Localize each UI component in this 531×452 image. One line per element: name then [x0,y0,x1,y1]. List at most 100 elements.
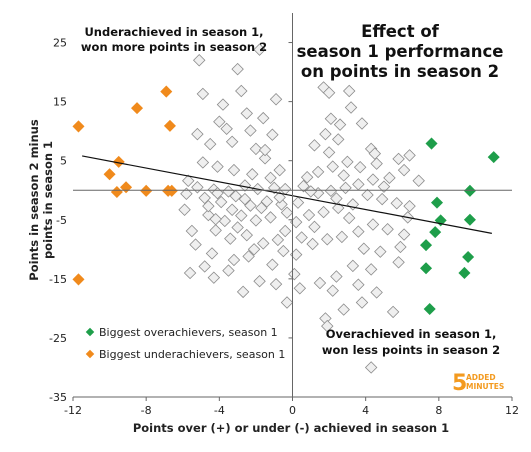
data-point [302,208,316,222]
data-point [185,224,199,238]
data-point [412,174,425,188]
data-point [229,189,243,203]
data-point [213,115,226,128]
data-point-underachiever [140,184,153,197]
legend-label-underachievers: Biggest underachievers, season 1 [99,348,285,361]
data-point [355,117,369,130]
data-point-underachiever [103,168,116,181]
data-point [289,215,303,229]
data-point [295,231,308,244]
data-point [370,157,383,170]
data-point [198,191,211,205]
data-point [211,160,224,173]
y-tick-label: -35 [49,391,67,404]
data-point [222,264,235,277]
data-point [244,124,257,137]
data-point [255,201,268,215]
data-point [333,118,347,131]
data-point [258,143,272,157]
data-point [342,84,356,98]
chart-title: Effect of season 1 performance on points… [297,22,504,81]
data-point [264,211,277,224]
data-point [330,270,343,283]
data-point [308,139,321,152]
data-point [317,205,330,219]
data-point [306,237,319,251]
x-tick-label: -12 [64,404,82,417]
data-point [225,135,239,149]
data-point [205,247,219,260]
x-tick-label: -8 [141,404,152,417]
data-point [231,221,244,234]
data-point [273,163,286,177]
x-tick-label: 0 [289,404,296,417]
data-point-overachiever [423,302,436,315]
data-point [273,191,286,204]
data-point [191,181,204,194]
data-point [322,86,336,99]
data-point [342,211,356,225]
data-point [377,180,391,193]
data-point [366,218,380,231]
logo: 5 ADDED MINUTES [452,371,504,396]
y-tick-label: 25 [53,37,67,50]
data-point-underachiever [165,184,178,197]
y-tick-label: -15 [49,273,67,286]
data-point [214,195,228,209]
data-point [394,240,407,254]
data-point [364,361,378,374]
x-axis-label: Points over (+) or under (-) achieved in… [133,421,449,435]
data-point [403,149,416,162]
data-point [324,112,338,125]
data-point [319,127,332,141]
chart-title-line-1: Effect of [361,22,440,41]
data-point [235,84,248,98]
y-tick-label: 5 [60,155,67,168]
data-point-underachiever [131,102,144,115]
x-tick-label: 12 [505,404,519,417]
data-point [390,197,403,210]
data-point [247,243,261,256]
data-point [308,220,321,234]
axes: -12 -8 -4 0 4 8 12 -35 -25 -15 -5 5 15 25 [49,13,519,417]
data-point [341,155,354,169]
data-point [192,54,206,67]
data-point [258,152,272,165]
data-point [293,282,307,295]
data-point [352,278,365,291]
data-point [235,209,248,222]
data-point [368,147,382,160]
data-point [392,256,405,269]
logo-number: 5 [452,371,467,396]
data-point-overachiever [429,226,442,239]
data-point-underachiever [72,273,85,286]
annotation-top-left-line-1: Underachieved in season 1, [84,25,263,39]
data-point [264,171,277,185]
data-point [361,188,374,202]
data-point [249,142,263,156]
data-point [244,199,257,212]
data-point [291,196,305,209]
data-point [266,258,279,271]
data-point-overachiever [487,151,500,164]
data-point [269,93,283,106]
data-point [337,303,350,316]
data-point [392,152,405,166]
data-point [183,266,197,280]
data-point [304,185,318,198]
data-point [257,237,270,250]
data-point-overachiever [463,184,476,197]
data-point [242,250,255,263]
data-point [218,214,232,228]
data-point-overachiever [420,262,433,275]
data-point-underachiever [72,120,85,133]
data-point [260,195,274,208]
data-point [335,230,349,244]
data-point [370,286,383,299]
data-point [326,160,339,173]
data-point [337,169,350,182]
annotation-bottom-right-line-2: won less points in season 2 [322,343,500,357]
data-point-overachiever [425,137,438,150]
data-point-overachiever [420,239,433,252]
data-point [189,238,202,251]
